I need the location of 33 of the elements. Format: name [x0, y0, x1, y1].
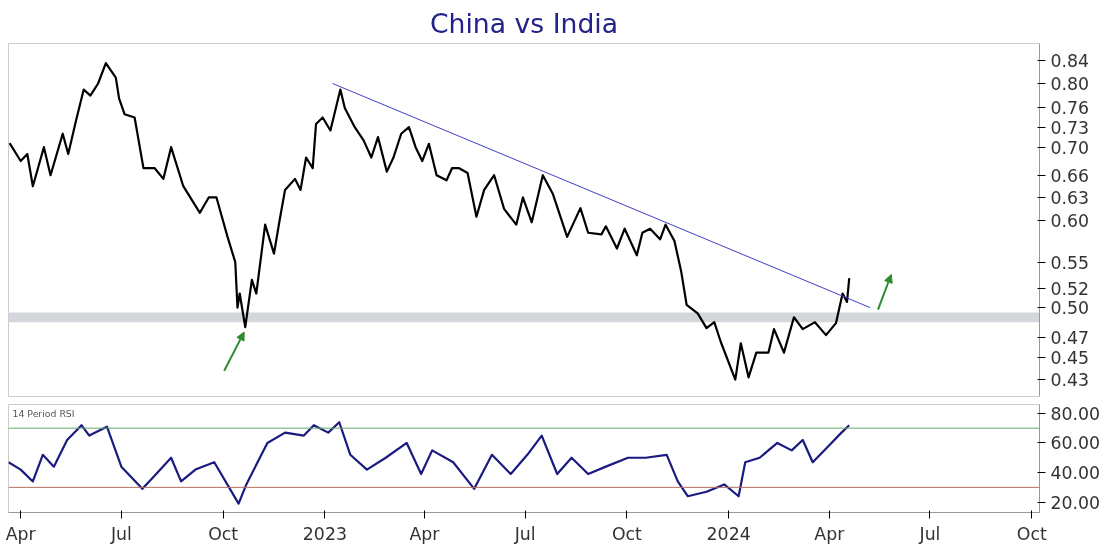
y-tick-label: 0.84 — [1050, 50, 1090, 71]
y-tick-label: 80.00 — [1050, 403, 1101, 424]
x-tick-label: Oct — [208, 523, 239, 544]
annotation: 14 Period RSI — [12, 407, 75, 419]
line-series — [8, 61, 851, 381]
y-tick-label: 0.63 — [1050, 187, 1090, 208]
y-tick-label: 0.66 — [1050, 165, 1090, 186]
y-tick-label: 0.45 — [1050, 348, 1090, 369]
y-tick-label: 60.00 — [1050, 433, 1101, 454]
y-tick-label: 0.80 — [1050, 74, 1090, 94]
x-tick-label: Oct — [611, 523, 643, 544]
y-tick-label: 0.73 — [1050, 117, 1090, 138]
x-tick-label: Apr — [5, 523, 37, 544]
x-tick-label: Jul — [109, 523, 132, 544]
line-series — [8, 421, 851, 505]
x-tick-label: Jul — [513, 523, 536, 544]
y-tick-label: 0.60 — [1050, 211, 1090, 232]
x-tick-label: 2023 — [302, 523, 347, 544]
x-tick-label: Oct — [1016, 523, 1047, 544]
x-tick-label: Apr — [409, 523, 441, 544]
y-tick-label: 20.00 — [1050, 492, 1101, 513]
y-tick-label: 40.00 — [1050, 463, 1101, 484]
y-tick-label: 0.47 — [1050, 327, 1090, 348]
x-tick-label: Jul — [918, 523, 941, 544]
y-tick-label: 0.43 — [1050, 370, 1090, 391]
x-tick-label: Apr — [814, 523, 846, 544]
y-tick-label: 0.55 — [1050, 252, 1090, 273]
y-tick-label: 0.52 — [1050, 279, 1090, 300]
chart-title: China vs India — [429, 7, 619, 39]
y-tick-label: 0.50 — [1050, 298, 1090, 319]
x-tick-label: 2024 — [706, 523, 751, 544]
y-tick-label: 0.70 — [1050, 137, 1090, 158]
y-tick-label: 0.76 — [1050, 98, 1090, 119]
